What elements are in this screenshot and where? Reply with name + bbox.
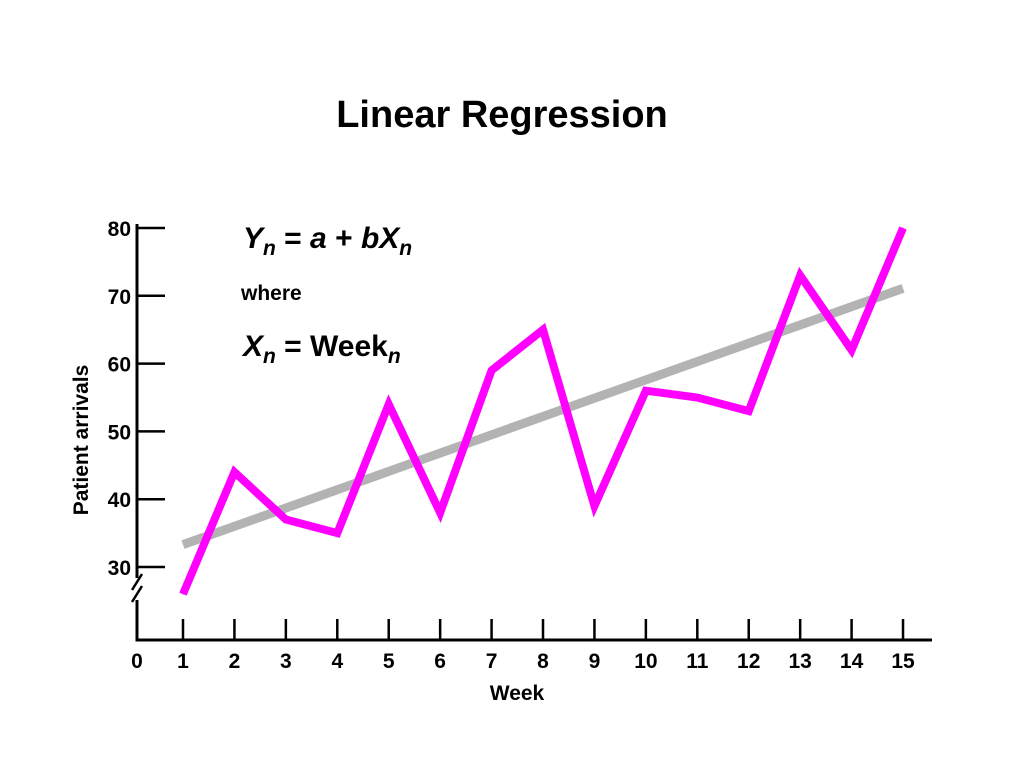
- data-point: [748, 410, 750, 412]
- data-point: [285, 519, 287, 521]
- data-point: [902, 227, 904, 229]
- eq-y-symbol: Y: [243, 222, 264, 255]
- x-tick-label: 11: [686, 650, 709, 673]
- data-point: [491, 369, 493, 371]
- x-tick-label: 4: [331, 650, 343, 673]
- def-x-subscript: n: [263, 345, 276, 368]
- eq-x-subscript: n: [399, 237, 413, 260]
- y-axis-label: Patient arrivals: [70, 364, 93, 516]
- x-tick-label: 9: [589, 650, 601, 673]
- x-tick-label: 7: [486, 650, 498, 673]
- eq-where-label: where: [241, 282, 302, 305]
- y-tick-label: 70: [108, 286, 131, 309]
- regression-equation: Yn = a + bXn: [243, 222, 412, 261]
- data-point: [696, 397, 698, 398]
- x-tick-label: 13: [788, 650, 811, 673]
- y-tick-label: 30: [108, 557, 131, 580]
- y-tick-label: 80: [108, 218, 131, 241]
- x-tick-label: 12: [737, 650, 760, 673]
- axis-break-mark: [130, 573, 144, 591]
- x-tick-label: 0: [131, 650, 143, 673]
- axis-break-mark: [130, 585, 144, 603]
- data-point: [645, 390, 647, 392]
- data-point: [542, 329, 544, 331]
- def-week-subscript: n: [387, 345, 401, 368]
- eq-equals: =: [275, 222, 311, 255]
- data-point: [182, 593, 184, 595]
- eq-plus: +: [326, 222, 361, 255]
- x-tick-label: 14: [840, 650, 864, 673]
- x-tick-label: 10: [634, 650, 657, 673]
- x-tick-label: 8: [537, 650, 549, 673]
- variable-definition: Xn = Weekn: [243, 330, 401, 369]
- x-tick-label: 1: [177, 650, 189, 673]
- x-tick-label: 6: [434, 650, 446, 673]
- x-tick-label: 3: [280, 650, 292, 673]
- y-tick-label: 40: [108, 489, 131, 512]
- x-axis-label: Week: [490, 682, 545, 705]
- eq-a-symbol: a: [310, 222, 327, 255]
- data-point: [851, 349, 853, 351]
- data-point: [233, 471, 235, 473]
- data-point: [593, 505, 595, 507]
- x-tick-label: 15: [891, 650, 915, 673]
- data-point: [439, 512, 441, 514]
- x-tick-label: 2: [229, 650, 241, 673]
- x-tick-label: 5: [383, 650, 395, 673]
- data-point: [799, 274, 801, 276]
- def-x-symbol: X: [243, 330, 264, 363]
- chart-title: Linear Regression: [336, 94, 668, 136]
- data-point: [336, 532, 338, 534]
- def-week-text: = Week: [275, 330, 388, 363]
- y-tick-label: 50: [108, 421, 131, 444]
- eq-bx-symbol: bX: [360, 222, 400, 255]
- eq-y-subscript: n: [263, 237, 276, 260]
- data-point: [388, 403, 390, 405]
- regression-line: [181, 284, 905, 549]
- y-tick-label: 60: [108, 354, 131, 377]
